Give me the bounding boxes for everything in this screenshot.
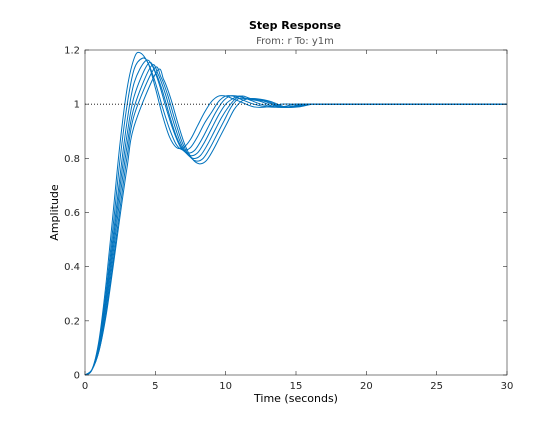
series-line-7 <box>84 68 507 376</box>
y-tick-label: 0 <box>74 371 80 382</box>
chart-subtitle: From: r To: y1m <box>256 36 334 47</box>
y-tick-label: 0.6 <box>64 208 80 219</box>
y-tick-label: 1 <box>74 100 80 111</box>
x-tick-label: 0 <box>82 381 88 392</box>
x-tick-label: 5 <box>152 381 158 392</box>
plot-area <box>85 50 507 375</box>
x-tick-label: 20 <box>360 381 373 392</box>
series-layer <box>84 51 507 376</box>
x-tick-label: 15 <box>290 381 303 392</box>
y-tick-label: 0.8 <box>64 154 80 165</box>
x-tick-label: 10 <box>219 381 232 392</box>
x-tick-label: 30 <box>501 381 514 392</box>
y-tick-label: 1.2 <box>64 46 80 57</box>
chart-title: Step Response <box>249 19 341 32</box>
y-tick-label: 0.4 <box>64 262 80 273</box>
x-tick-label: 25 <box>430 381 443 392</box>
x-axis-label: Time (seconds) <box>253 392 338 405</box>
y-tick-label: 0.2 <box>64 316 80 327</box>
ticks-layer: 0 5 10 15 20 25 30 0 0.2 0.4 0.6 0.8 1 1.2 <box>64 46 513 393</box>
y-axis-label: Amplitude <box>48 184 61 241</box>
